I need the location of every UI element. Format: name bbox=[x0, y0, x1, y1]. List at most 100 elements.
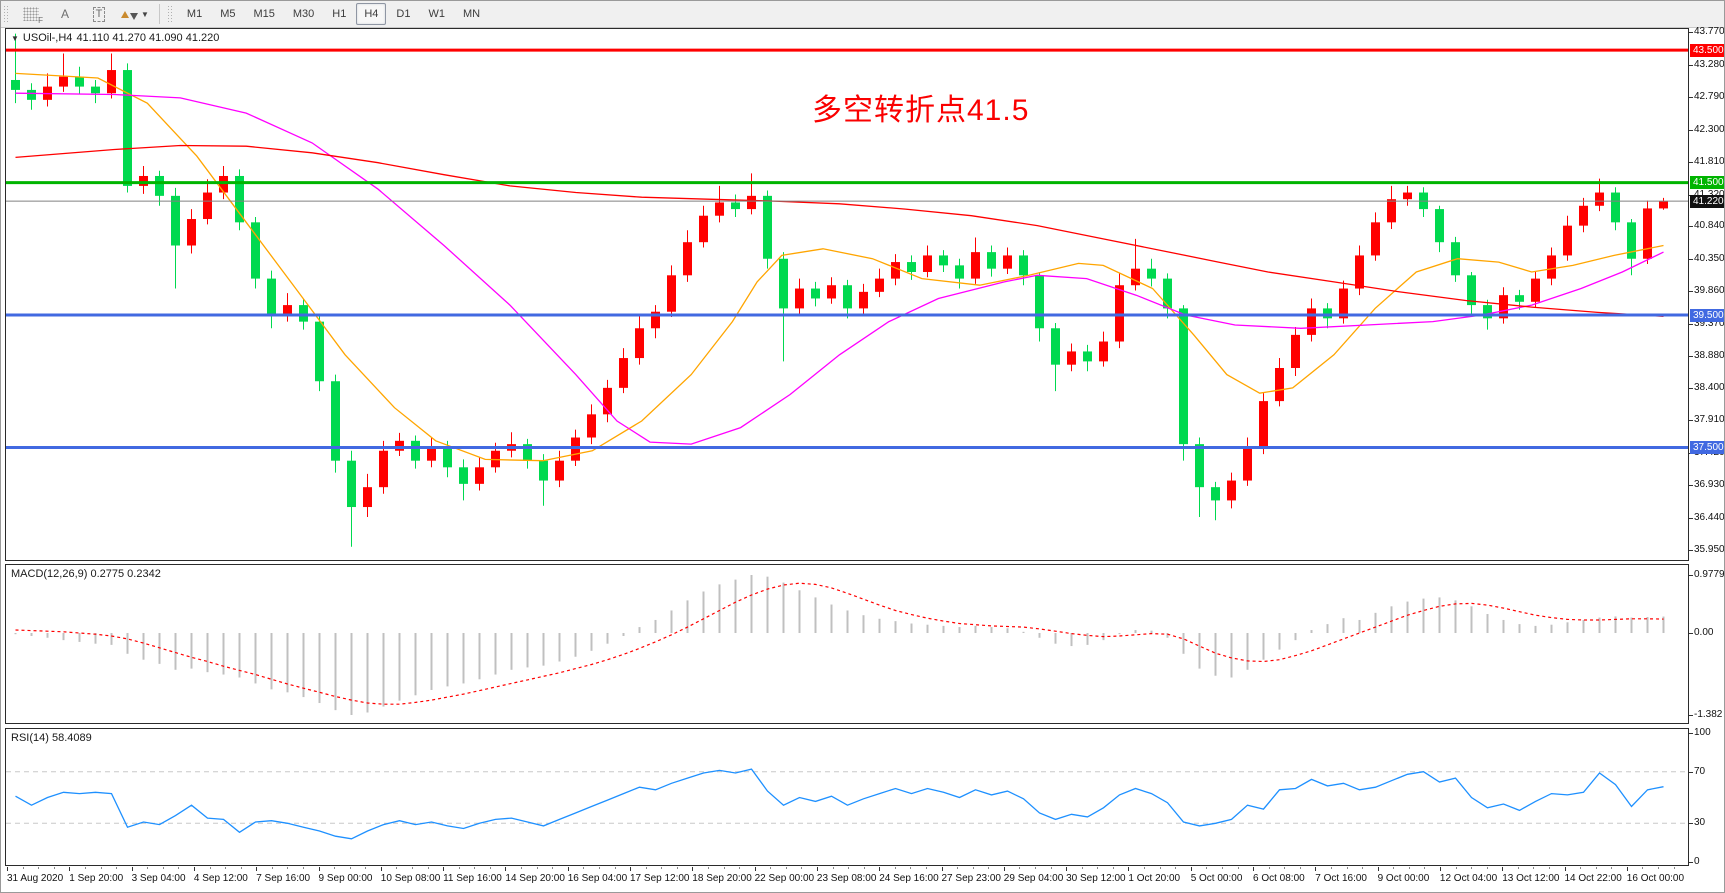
candle-50 bbox=[811, 288, 820, 299]
toolbar-grip[interactable] bbox=[3, 5, 10, 23]
candle-11 bbox=[187, 219, 196, 246]
text-label-button[interactable]: A bbox=[49, 3, 81, 25]
candle-33 bbox=[539, 460, 548, 481]
time-tick-minor bbox=[1237, 867, 1239, 869]
candle-5 bbox=[91, 86, 100, 94]
symbol-dropdown-icon[interactable]: ▼ bbox=[11, 34, 19, 43]
time-tick-minor bbox=[988, 867, 990, 869]
time-tick-minor bbox=[22, 867, 24, 869]
candle-68 bbox=[1099, 341, 1108, 362]
time-tick-minor bbox=[412, 867, 413, 869]
time-tick-minor bbox=[458, 867, 460, 869]
rsi-canvas[interactable] bbox=[6, 729, 1688, 865]
time-tick-minor bbox=[427, 867, 429, 869]
candle-91 bbox=[1467, 275, 1476, 306]
timeframe-button-M15[interactable]: M15 bbox=[253, 8, 275, 20]
moving-average-fast bbox=[15, 72, 1664, 462]
candle-92 bbox=[1483, 305, 1492, 319]
axis-tick-mark bbox=[1689, 575, 1693, 576]
time-tick-minor bbox=[489, 867, 491, 869]
candle-58 bbox=[939, 255, 948, 266]
candle-14 bbox=[235, 175, 244, 223]
axis-tick-mark bbox=[1689, 733, 1693, 734]
time-tick-minor bbox=[1221, 867, 1223, 869]
time-tick-minor bbox=[1268, 867, 1270, 869]
price-badge-41.220: 41.220 bbox=[1690, 194, 1724, 208]
cycle-arrows-button[interactable]: ▼ bbox=[117, 3, 153, 25]
candle-22 bbox=[363, 487, 372, 508]
candle-45 bbox=[731, 202, 740, 210]
macd-canvas[interactable] bbox=[6, 565, 1688, 723]
candle-83 bbox=[1339, 288, 1348, 319]
price-chart-canvas[interactable] bbox=[6, 29, 1688, 560]
chevron-down-icon: ▼ bbox=[141, 9, 149, 19]
candle-3 bbox=[59, 76, 68, 87]
time-tick-minor bbox=[1658, 867, 1659, 869]
price-axis[interactable]: 43.770 43.280 42.790 42.300 41.810 41.320 40.8… bbox=[1689, 26, 1725, 867]
timeframe-button-MN[interactable]: MN bbox=[462, 8, 481, 20]
time-tick-major bbox=[567, 867, 569, 871]
rsi-tick-30: 30 bbox=[1694, 817, 1706, 829]
time-tick-major bbox=[1066, 867, 1068, 871]
axis-tick-mark bbox=[1689, 162, 1693, 164]
timeframe-button-M30[interactable]: M30 bbox=[292, 8, 315, 20]
chart-title: ▼ USOil-,H4 41.110 41.270 41.090 41.220 bbox=[11, 32, 219, 44]
candle-103 bbox=[1659, 201, 1668, 209]
time-tick-minor bbox=[739, 867, 741, 869]
candle-6 bbox=[107, 70, 116, 94]
rsi-line bbox=[15, 768, 1664, 840]
time-tick-minor bbox=[1533, 867, 1535, 869]
candle-87 bbox=[1403, 192, 1412, 200]
timeframe-button-M5[interactable]: M5 bbox=[220, 8, 236, 20]
time-tick-minor bbox=[1486, 867, 1488, 869]
time-tick-minor bbox=[910, 867, 912, 869]
price-tick-41.810: 41.810 bbox=[1694, 156, 1725, 168]
price-tick-42.300: 42.300 bbox=[1694, 123, 1725, 135]
indicator-grid-icon[interactable]: F bbox=[15, 3, 47, 25]
time-tick-minor bbox=[957, 867, 959, 869]
price-tick-38.880: 38.880 bbox=[1694, 350, 1725, 362]
price-badge-41.500: 41.500 bbox=[1690, 176, 1724, 190]
timeframe-button-H4[interactable]: H4 bbox=[356, 3, 387, 25]
axis-tick-mark bbox=[1689, 32, 1693, 34]
timeframe-button-D1[interactable]: D1 bbox=[396, 8, 411, 20]
time-axis[interactable]: 31 Aug 2020 1 Sep 20:00 3 Sep 04:00 4 Sep 1… bbox=[5, 867, 1689, 892]
macd-tick-0.00: 0.00 bbox=[1694, 627, 1714, 638]
candle-10 bbox=[171, 195, 180, 246]
time-tick-major bbox=[1253, 867, 1254, 871]
candle-53 bbox=[859, 291, 868, 309]
time-tick-minor bbox=[1097, 867, 1099, 869]
timeframe-button-M1[interactable]: M1 bbox=[186, 8, 203, 20]
time-label-11: 18 Sep 20:00 bbox=[692, 873, 752, 884]
time-label-18: 1 Oct 20:00 bbox=[1128, 873, 1181, 884]
price-chart-pane[interactable]: ▼ USOil-,H4 41.110 41.270 41.090 41.220 多空… bbox=[5, 28, 1689, 561]
time-tick-minor bbox=[770, 867, 772, 869]
text-box-button[interactable]: T bbox=[83, 3, 115, 25]
candle-48 bbox=[779, 258, 788, 309]
toolbar: F A T ▼ M1 M5 M15 M30 H1 H4 D1 W1 MN bbox=[1, 1, 1724, 28]
time-tick-minor bbox=[396, 867, 398, 869]
rsi-indicator-pane[interactable]: RSI(14) 58.4089 bbox=[5, 728, 1689, 866]
timeframe-button-H1[interactable]: H1 bbox=[332, 8, 347, 20]
time-tick-major bbox=[941, 867, 943, 871]
axis-tick-mark bbox=[1689, 97, 1693, 99]
axis-tick-mark bbox=[1689, 291, 1693, 293]
candle-34 bbox=[555, 460, 564, 481]
time-label-8: 14 Sep 20:00 bbox=[505, 873, 565, 884]
axis-tick-mark bbox=[1689, 771, 1693, 773]
macd-indicator-pane[interactable]: MACD(12,26,9) 0.2775 0.2342 bbox=[5, 564, 1689, 724]
candle-71 bbox=[1147, 268, 1156, 279]
candle-86 bbox=[1387, 199, 1396, 223]
down-arrow-icon bbox=[130, 12, 138, 20]
candle-15 bbox=[251, 222, 260, 279]
candle-18 bbox=[299, 305, 308, 322]
timeframe-button-W1[interactable]: W1 bbox=[428, 8, 445, 20]
time-tick-minor bbox=[863, 867, 865, 869]
axis-tick-mark bbox=[1689, 715, 1693, 716]
candle-78 bbox=[1259, 401, 1268, 448]
candle-69 bbox=[1115, 285, 1124, 342]
toolbar-grip-2[interactable] bbox=[166, 5, 174, 23]
time-label-20: 6 Oct 08:00 bbox=[1253, 873, 1305, 884]
candle-41 bbox=[667, 275, 676, 312]
time-tick-minor bbox=[614, 867, 616, 869]
